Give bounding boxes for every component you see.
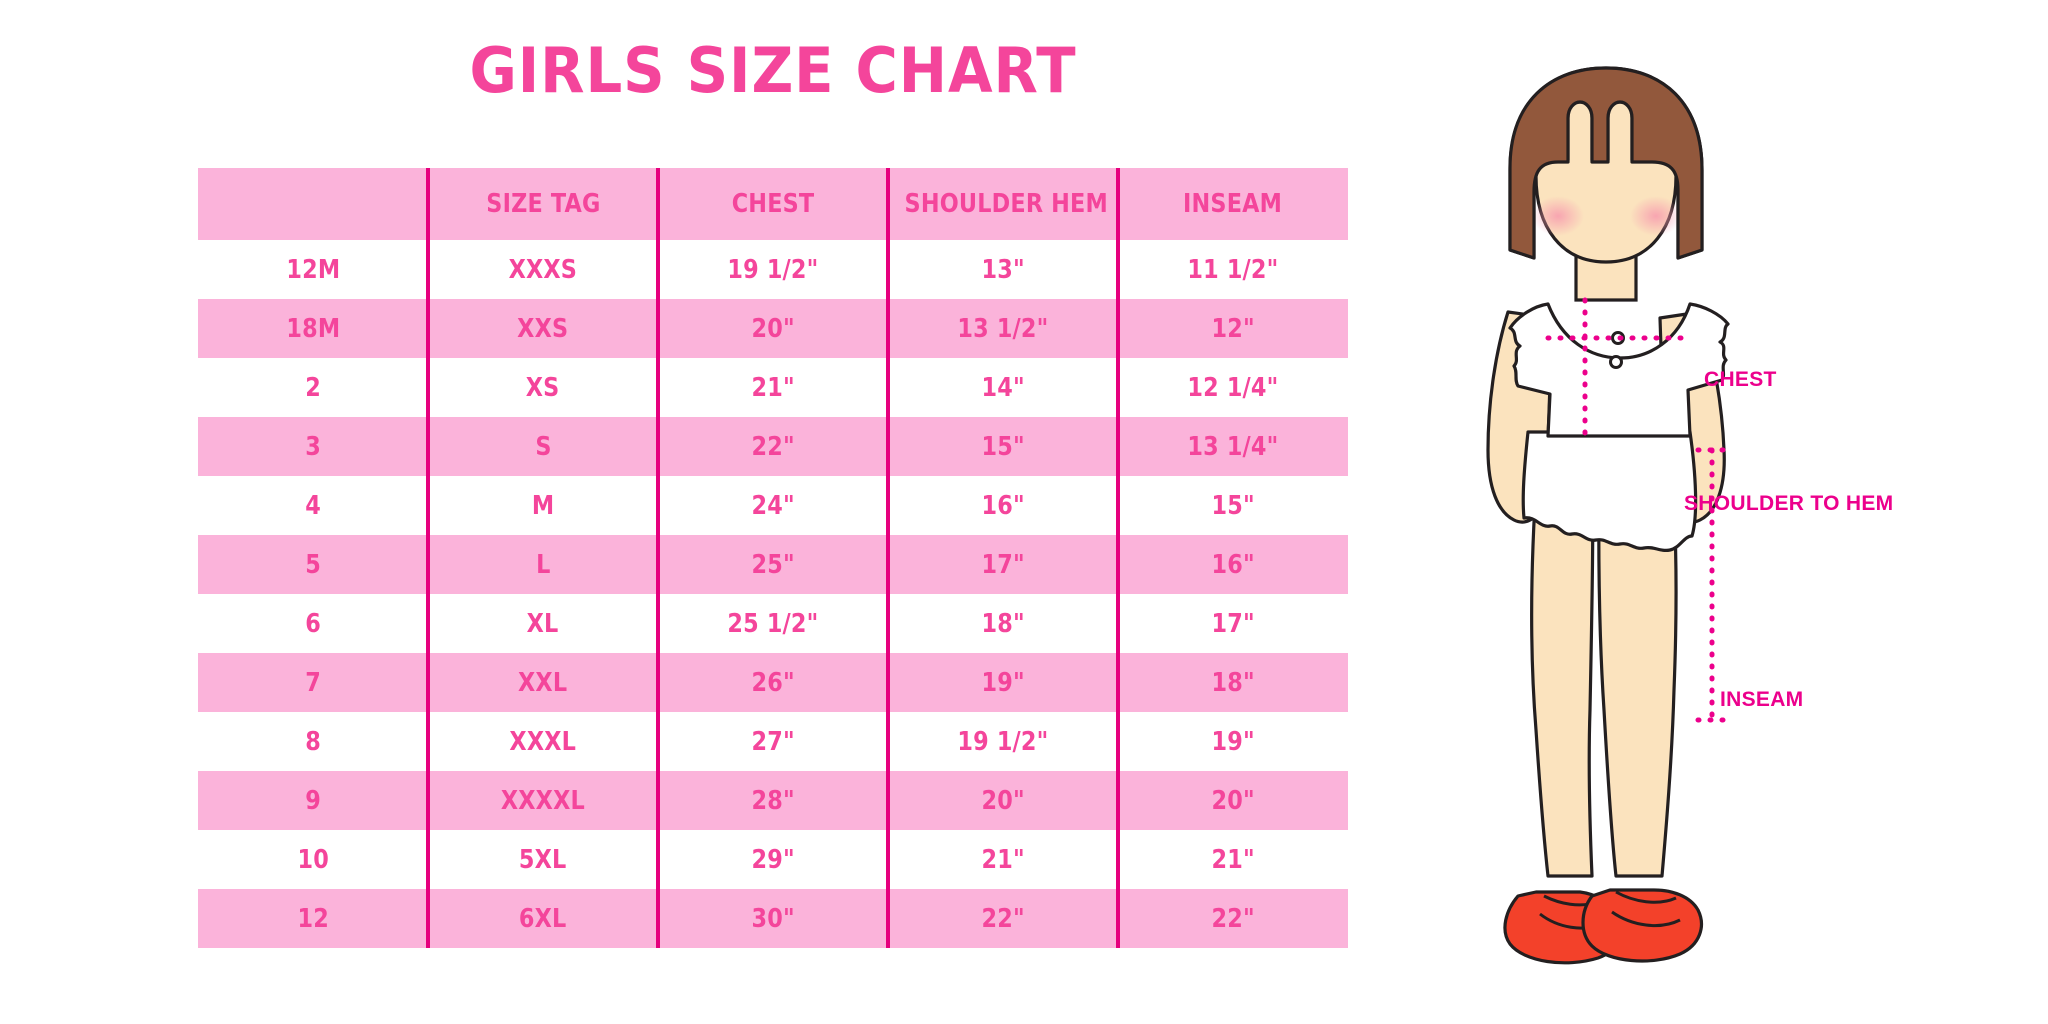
cell-inseam: 15" — [1211, 490, 1255, 521]
column-divider — [656, 168, 660, 948]
cell-shoulder-hem: 18" — [981, 608, 1025, 639]
table-row: 8 XXXL 27" 19 1/2" 19" — [198, 712, 1348, 771]
size-table-container: SIZE TAG CHEST SHOULDER HEM INSEAM 12M X… — [198, 168, 1348, 948]
cell-chest: 30" — [751, 903, 795, 934]
cell-size: 9 — [305, 785, 321, 816]
cell-size-tag: 6XL — [519, 903, 567, 934]
cell-inseam: 16" — [1211, 549, 1255, 580]
cell-inseam: 11 1/2" — [1187, 254, 1279, 285]
top-garment-shape — [1508, 302, 1730, 438]
cell-chest: 22" — [751, 431, 795, 462]
cell-size-tag: XS — [526, 372, 560, 403]
cell-chest: 25" — [751, 549, 795, 580]
cell-shoulder-hem: 13 1/2" — [957, 313, 1049, 344]
cell-size: 18M — [286, 313, 340, 344]
cell-chest: 27" — [751, 726, 795, 757]
cell-shoulder-hem: 21" — [981, 844, 1025, 875]
cell-inseam: 17" — [1211, 608, 1255, 639]
cell-shoulder-hem: 17" — [981, 549, 1025, 580]
cell-size-tag: 5XL — [519, 844, 567, 875]
cell-inseam: 21" — [1211, 844, 1255, 875]
column-divider — [886, 168, 890, 948]
cell-chest: 28" — [751, 785, 795, 816]
cell-size: 6 — [305, 608, 321, 639]
annotation-chest: CHEST — [1704, 368, 1777, 391]
table-row: 2 XS 21" 14" 12 1/4" — [198, 358, 1348, 417]
cell-chest: 19 1/2" — [727, 254, 819, 285]
table-row: 3 S 22" 15" 13 1/4" — [198, 417, 1348, 476]
cell-size-tag: XXXXL — [500, 785, 586, 816]
girl-illustration — [1440, 50, 1770, 980]
cell-chest: 21" — [751, 372, 795, 403]
cell-inseam: 22" — [1211, 903, 1255, 934]
cell-size: 7 — [305, 667, 321, 698]
column-header-size-tag: SIZE TAG — [485, 189, 601, 219]
cell-size-tag: XL — [527, 608, 559, 639]
skirt-shape — [1521, 430, 1698, 553]
cell-inseam: 12 1/4" — [1187, 372, 1279, 403]
column-divider — [426, 168, 430, 948]
column-divider — [1116, 168, 1120, 948]
head-shape — [1508, 66, 1704, 264]
cell-size: 10 — [297, 844, 329, 875]
cell-size: 2 — [305, 372, 321, 403]
cell-shoulder-hem: 13" — [981, 254, 1025, 285]
measurement-guides — [1545, 297, 1693, 437]
cell-inseam: 19" — [1211, 726, 1255, 757]
annotation-inseam: INSEAM — [1720, 688, 1804, 711]
cell-size: 12M — [286, 254, 340, 285]
cell-size-tag: XXL — [518, 667, 568, 698]
cell-shoulder-hem: 19" — [981, 667, 1025, 698]
table-row: 12M XXXS 19 1/2" 13" 11 1/2" — [198, 240, 1348, 299]
cell-size: 4 — [305, 490, 321, 521]
cell-chest: 26" — [751, 667, 795, 698]
cell-inseam: 18" — [1211, 667, 1255, 698]
cell-shoulder-hem: 15" — [981, 431, 1025, 462]
column-header-size — [198, 168, 428, 240]
cell-size: 12 — [297, 903, 329, 934]
cell-shoulder-hem: 19 1/2" — [957, 726, 1049, 757]
column-header-inseam: INSEAM — [1183, 189, 1283, 219]
page-title: GIRLS SIZE CHART — [469, 34, 1077, 107]
cell-chest: 29" — [751, 844, 795, 875]
column-header-shoulder-hem: SHOULDER HEM — [904, 189, 1108, 219]
cell-size-tag: XXS — [517, 313, 569, 344]
cell-chest: 24" — [751, 490, 795, 521]
cell-chest: 20" — [751, 313, 795, 344]
annotation-shoulder-to-hem: SHOULDER TO HEM — [1684, 492, 1894, 515]
cell-shoulder-hem: 16" — [981, 490, 1025, 521]
table-header-row: SIZE TAG CHEST SHOULDER HEM INSEAM — [198, 168, 1348, 240]
table-row: 7 XXL 26" 19" 18" — [198, 653, 1348, 712]
size-table: SIZE TAG CHEST SHOULDER HEM INSEAM 12M X… — [198, 168, 1348, 948]
column-header-chest: CHEST — [731, 189, 815, 219]
cell-inseam: 20" — [1211, 785, 1255, 816]
table-row: 10 5XL 29" 21" 21" — [198, 830, 1348, 889]
cell-size-tag: M — [531, 490, 555, 521]
table-row: 5 L 25" 17" 16" — [198, 535, 1348, 594]
shoes-shape — [1503, 888, 1703, 965]
cell-inseam: 13 1/4" — [1187, 431, 1279, 462]
cell-chest: 25 1/2" — [727, 608, 819, 639]
inseam-bracket — [1695, 447, 1733, 723]
cell-size-tag: XXXS — [508, 254, 578, 285]
table-row: 9 XXXXL 28" 20" 20" — [198, 771, 1348, 830]
cell-size: 8 — [305, 726, 321, 757]
table-row: 18M XXS 20" 13 1/2" 12" — [198, 299, 1348, 358]
cell-size-tag: S — [534, 431, 552, 462]
cell-shoulder-hem: 20" — [981, 785, 1025, 816]
cell-shoulder-hem: 14" — [981, 372, 1025, 403]
cell-size-tag: L — [535, 549, 551, 580]
cell-inseam: 12" — [1211, 313, 1255, 344]
cell-size: 3 — [305, 431, 321, 462]
table-row: 6 XL 25 1/2" 18" 17" — [198, 594, 1348, 653]
cell-shoulder-hem: 22" — [981, 903, 1025, 934]
table-row: 12 6XL 30" 22" 22" — [198, 889, 1348, 948]
cell-size: 5 — [305, 549, 321, 580]
cell-size-tag: XXXL — [509, 726, 577, 757]
table-row: 4 M 24" 16" 15" — [198, 476, 1348, 535]
